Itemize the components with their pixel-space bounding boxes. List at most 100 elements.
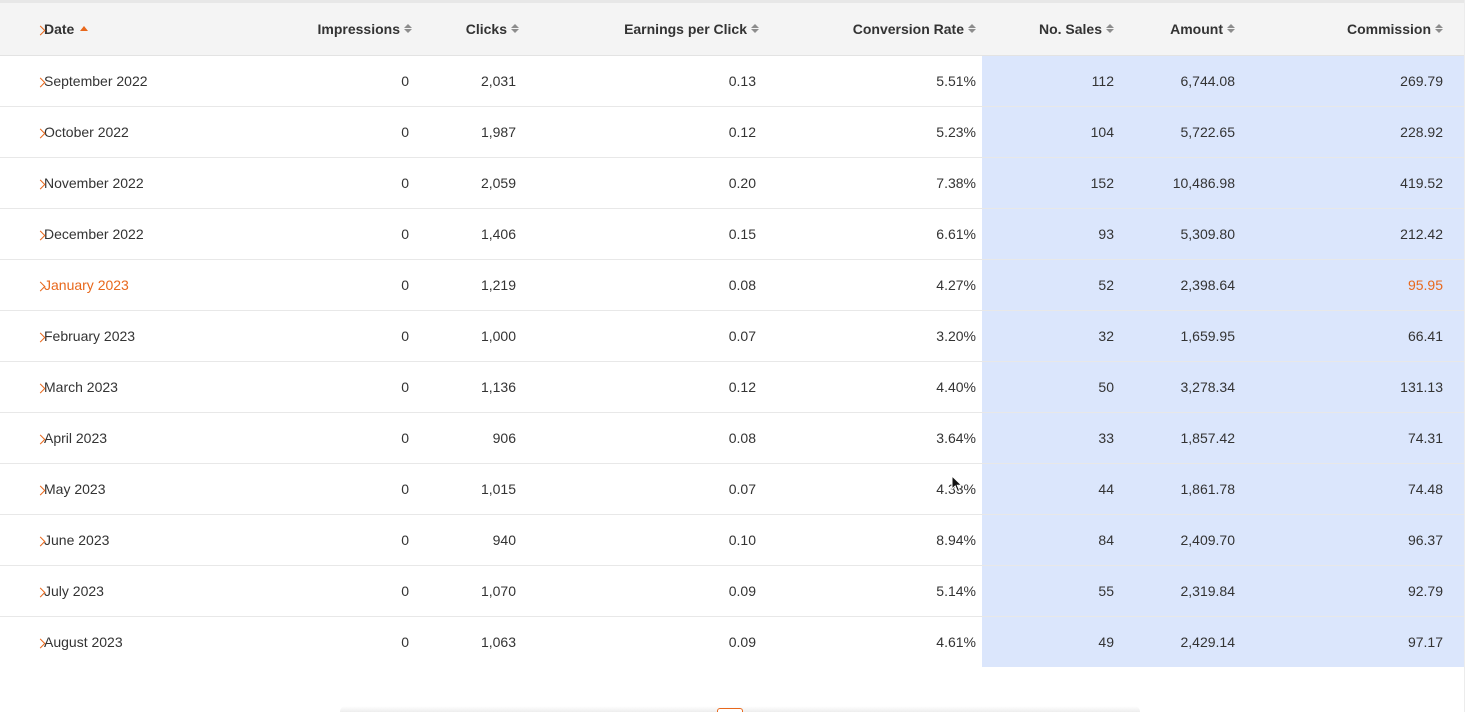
date-link[interactable]: August 2023 xyxy=(44,633,123,650)
commission-cell: 74.48 xyxy=(1255,463,1464,515)
date-link[interactable]: September 2022 xyxy=(44,72,148,89)
column-label-date: Date xyxy=(44,20,75,37)
epc-cell: 0.20 xyxy=(519,157,759,209)
impressions-cell: 0 xyxy=(266,55,412,107)
impressions-cell: 0 xyxy=(266,157,412,209)
expand-row-cell[interactable] xyxy=(0,259,46,311)
column-label-epc: Earnings per Click xyxy=(624,20,747,37)
column-header-amount[interactable]: Amount xyxy=(1125,3,1255,56)
epc-cell: 0.08 xyxy=(519,412,759,464)
conversion-rate-cell: 6.61% xyxy=(759,208,982,260)
table-row[interactable]: December 2022 0 1,406 0.15 6.61% 93 5,309.80 21… xyxy=(0,208,1464,260)
table-row[interactable]: February 2023 0 1,000 0.07 3.20% 32 1,659.95 66… xyxy=(0,310,1464,362)
conversion-rate-cell: 4.61% xyxy=(936,633,976,650)
table-row[interactable]: November 2022 0 2,059 0.20 7.38% 152 10,486.98… xyxy=(0,157,1464,209)
sort-icon xyxy=(1227,24,1235,34)
no-sales-cell: 44 xyxy=(982,463,1125,515)
expand-row-cell[interactable] xyxy=(0,565,46,617)
impressions-cell: 0 xyxy=(266,259,412,311)
conversion-rate-cell: 5.23% xyxy=(759,106,982,158)
epc-cell: 0.07 xyxy=(519,463,759,515)
date-link[interactable]: March 2023 xyxy=(44,378,118,395)
epc-cell: 0.09 xyxy=(728,633,756,650)
table-row[interactable]: October 2022 0 1,987 0.12 5.23% 104 5,722.65 22… xyxy=(0,106,1464,158)
table-row[interactable]: July 2023 0 1,070 0.09 5.14% 55 2,319.84 92.79 xyxy=(0,565,1464,617)
impressions-cell: 0 xyxy=(266,514,412,566)
date-link[interactable]: January 2023 xyxy=(44,276,129,293)
commission-cell: 212.42 xyxy=(1255,208,1464,260)
expand-row-cell[interactable] xyxy=(0,106,46,158)
scrollbar-track[interactable] xyxy=(1464,0,1474,712)
mouse-pointer-icon xyxy=(951,475,963,493)
epc-cell: 0.15 xyxy=(519,208,759,260)
date-link[interactable]: December 2022 xyxy=(44,225,144,242)
clicks-cell: 1,136 xyxy=(412,361,519,413)
epc-cell: 0.12 xyxy=(519,361,759,413)
expand-all-cell[interactable] xyxy=(0,3,46,56)
column-header-impressions[interactable]: Impressions xyxy=(266,3,412,56)
no-sales-cell: 104 xyxy=(982,106,1125,158)
date-link[interactable]: April 2023 xyxy=(44,429,108,446)
date-link[interactable]: May 2023 xyxy=(44,480,106,497)
clicks-cell: 906 xyxy=(412,412,519,464)
conversion-rate-cell: 5.51% xyxy=(759,55,982,107)
table-row[interactable]: January 2023 0 1,219 0.08 4.27% 52 2,398.64 95.… xyxy=(0,259,1464,311)
date-link[interactable]: October 2022 xyxy=(44,123,129,140)
table-row[interactable]: September 2022 0 2,031 0.13 5.51% 112 6,744.08… xyxy=(0,55,1464,107)
conversion-rate-cell: 4.40% xyxy=(759,361,982,413)
pagination-button[interactable] xyxy=(717,708,743,712)
date-cell: January 2023 xyxy=(44,259,266,311)
date-cell: February 2023 xyxy=(44,310,266,362)
expand-row-cell[interactable] xyxy=(0,361,46,413)
amount-cell: 1,659.95 xyxy=(1125,310,1255,362)
clicks-cell: 2,059 xyxy=(412,157,519,209)
clicks-cell: 1,987 xyxy=(412,106,519,158)
date-cell: August 2023 xyxy=(44,616,266,667)
expand-row-cell[interactable] xyxy=(0,616,46,667)
commission-cell: 92.79 xyxy=(1255,565,1464,617)
column-header-commission[interactable]: Commission xyxy=(1255,3,1464,56)
conversion-rate-cell: 4.27% xyxy=(759,259,982,311)
table-row[interactable]: April 2023 0 906 0.08 3.64% 33 1,857.42 74.31 xyxy=(0,412,1464,464)
impressions-cell: 0 xyxy=(266,310,412,362)
table-row[interactable]: March 2023 0 1,136 0.12 4.40% 50 3,278.34 131.1… xyxy=(0,361,1464,413)
sort-ascending-icon xyxy=(80,26,89,32)
no-sales-cell: 152 xyxy=(982,157,1125,209)
expand-row-cell[interactable] xyxy=(0,412,46,464)
expand-row-cell[interactable] xyxy=(0,514,46,566)
date-cell: May 2023 xyxy=(44,463,266,515)
column-header-no-sales[interactable]: No. Sales xyxy=(982,3,1125,56)
no-sales-cell: 33 xyxy=(982,412,1125,464)
date-cell: October 2022 xyxy=(44,106,266,158)
performance-report-table: Date Impressions Clicks xyxy=(0,3,1464,667)
table-row[interactable]: June 2023 0 940 0.10 8.94% 84 2,409.70 96.37 xyxy=(0,514,1464,566)
column-header-clicks[interactable]: Clicks xyxy=(412,3,519,56)
expand-row-cell[interactable] xyxy=(0,310,46,362)
expand-row-cell[interactable] xyxy=(0,463,46,515)
clicks-cell: 1,063 xyxy=(480,633,516,650)
epc-cell: 0.08 xyxy=(519,259,759,311)
amount-cell: 3,278.34 xyxy=(1125,361,1255,413)
clicks-cell: 1,219 xyxy=(412,259,519,311)
commission-cell: 228.92 xyxy=(1255,106,1464,158)
date-cell: April 2023 xyxy=(44,412,266,464)
date-link[interactable]: February 2023 xyxy=(44,327,136,344)
column-header-conversion-rate[interactable]: Conversion Rate xyxy=(759,3,982,56)
clicks-cell: 1,000 xyxy=(412,310,519,362)
commission-cell: 95.95 xyxy=(1255,259,1464,311)
date-link[interactable]: November 2022 xyxy=(44,174,144,191)
table-row[interactable]: August 2023 0 1,063 0.09 4.61% 49 2,429.14 97.1… xyxy=(0,616,1464,667)
expand-row-cell[interactable] xyxy=(0,208,46,260)
expand-row-cell[interactable] xyxy=(0,157,46,209)
conversion-rate-cell: 8.94% xyxy=(759,514,982,566)
expand-row-cell[interactable] xyxy=(0,55,46,107)
clicks-cell: 1,070 xyxy=(412,565,519,617)
column-header-epc[interactable]: Earnings per Click xyxy=(519,3,759,56)
date-link[interactable]: June 2023 xyxy=(44,531,110,548)
column-header-date[interactable]: Date xyxy=(44,3,266,56)
top-divider xyxy=(0,0,1464,3)
date-link[interactable]: July 2023 xyxy=(44,582,104,599)
no-sales-cell: 84 xyxy=(982,514,1125,566)
sort-icon xyxy=(751,24,759,34)
